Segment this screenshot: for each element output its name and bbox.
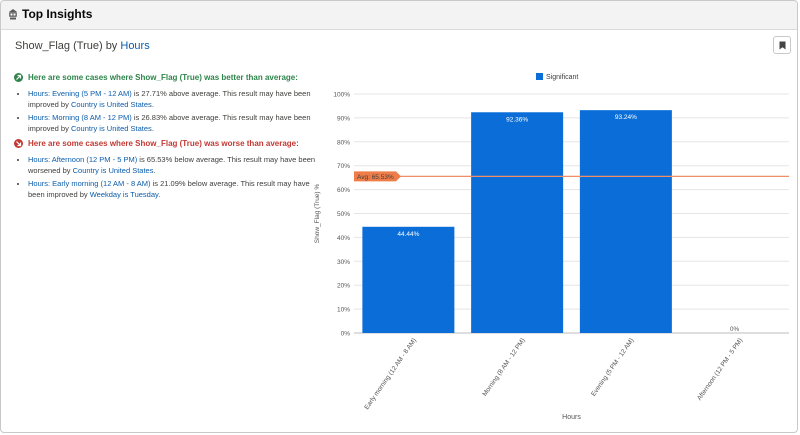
robot-icon — [9, 9, 17, 20]
average-tag — [354, 171, 401, 182]
insight-text-end: . — [151, 124, 154, 133]
better-list: Hours: Evening (5 PM - 12 AM) is 27.71% … — [15, 88, 320, 136]
y-axis-title: Show_Flag (True) % — [314, 184, 321, 244]
driver-link[interactable]: Country is United States — [70, 100, 152, 109]
metric-label: Show_Flag (True) — [15, 40, 103, 52]
x-tick-label: Afternoon (12 PM - 5 PM) — [696, 337, 744, 402]
x-tick-label: Evening (5 PM - 12 AM) — [590, 337, 635, 398]
list-item: Hours: Evening (5 PM - 12 AM) is 27.71% … — [28, 88, 320, 110]
bar — [471, 112, 564, 333]
bar-chart: 0% 10% 20% 30% 40% 50% 60% 70% 80% 90% 100% 44.44% E… — [314, 73, 789, 421]
insight-link[interactable]: Hours: Early morning (12 AM - 8 AM) — [28, 179, 151, 188]
bar-value-label: 44.44% — [397, 231, 419, 238]
bar — [579, 110, 672, 333]
list-item: Hours: Afternoon (12 PM - 5 PM) is 65.53… — [28, 154, 320, 176]
insight-text: is 27.71% above average. This result may… — [28, 89, 311, 109]
driver-link[interactable]: Country is United States — [70, 124, 152, 133]
y-tick-label: 10% — [337, 307, 350, 314]
bar-value-label: 92.36% — [506, 116, 528, 123]
better-heading: Here are some cases where Show_Flag (Tru… — [14, 73, 298, 82]
driver-link[interactable]: Country is United States — [72, 166, 154, 175]
better-heading-text: Here are some cases where Show_Flag (Tru… — [28, 73, 298, 82]
title-bar: Top Insights — [1, 1, 797, 30]
insight-text: is 21.09% below average. This result may… — [28, 179, 310, 199]
worse-list: Hours: Afternoon (12 PM - 5 PM) is 65.53… — [15, 154, 320, 202]
y-tick-label: 90% — [337, 115, 350, 122]
driver-link[interactable]: Weekday is Tuesday — [89, 190, 159, 199]
insight-link[interactable]: Hours: Afternoon (12 PM - 5 PM) — [28, 155, 138, 164]
x-tick-label: Morning (8 AM - 12 PM) — [481, 337, 526, 398]
y-tick-label: 20% — [337, 283, 350, 290]
x-axis-title: Hours — [562, 414, 581, 421]
y-tick-label: 70% — [337, 163, 350, 170]
average-label: Avg: 65.53% — [357, 174, 394, 181]
y-tick-label: 0% — [341, 331, 351, 338]
insight-text: is 26.83% above average. This result may… — [28, 113, 311, 133]
dimension-link[interactable]: Hours — [120, 40, 150, 52]
bookmark-button[interactable] — [773, 36, 791, 54]
insight-text-end: . — [153, 166, 156, 175]
y-tick-label: 40% — [337, 235, 350, 242]
y-tick-label: 50% — [337, 211, 350, 218]
bookmark-icon — [779, 41, 786, 50]
legend-label: Significant — [546, 74, 578, 81]
arrow-up-right-icon — [14, 73, 23, 82]
list-item: Hours: Morning (8 AM - 12 PM) is 26.83% … — [28, 112, 320, 134]
arrow-down-right-icon — [14, 139, 23, 148]
y-tick-label: 80% — [337, 139, 350, 146]
x-tick-label: Early morning (12 AM - 8 AM) — [363, 337, 418, 411]
y-tick-label: 30% — [337, 259, 350, 266]
bar-value-label: 0% — [730, 326, 740, 333]
bar-value-label: 93.24% — [615, 114, 637, 121]
insight-link[interactable]: Hours: Morning (8 AM - 12 PM) — [28, 113, 132, 122]
by-label: by — [105, 40, 118, 52]
worse-heading: Here are some cases where Show_Flag (Tru… — [14, 139, 299, 148]
y-tick-label: 100% — [333, 92, 350, 99]
insight-text: is 65.53% below average. This result may… — [28, 155, 316, 175]
list-item: Hours: Early morning (12 AM - 8 AM) is 2… — [28, 178, 320, 200]
insight-subheader: Show_Flag (True) by Hours — [15, 40, 150, 52]
insight-text-end: . — [151, 100, 154, 109]
y-tick-label: 60% — [337, 187, 350, 194]
insight-text-end: . — [158, 190, 161, 199]
insight-link[interactable]: Hours: Evening (5 PM - 12 AM) — [28, 89, 132, 98]
legend-swatch — [536, 73, 543, 80]
window-title: Top Insights — [22, 7, 93, 21]
bar — [362, 226, 455, 333]
worse-heading-text: Here are some cases where Show_Flag (Tru… — [28, 139, 299, 148]
